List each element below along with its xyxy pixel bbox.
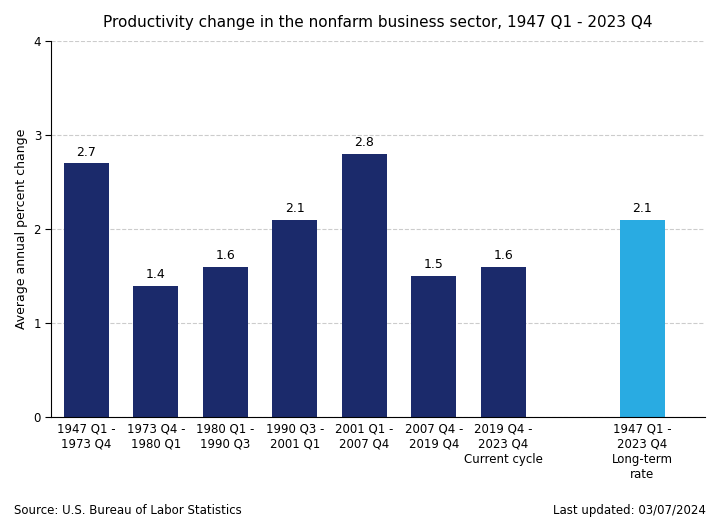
Bar [203, 267, 248, 418]
Text: Last updated: 03/07/2024: Last updated: 03/07/2024 [553, 504, 706, 517]
Text: 2.1: 2.1 [633, 202, 652, 215]
Bar [620, 220, 665, 418]
Text: Source: U.S. Bureau of Labor Statistics: Source: U.S. Bureau of Labor Statistics [14, 504, 242, 517]
Text: 2.8: 2.8 [354, 136, 374, 149]
Text: 1.5: 1.5 [424, 258, 444, 271]
Title: Productivity change in the nonfarm business sector, 1947 Q1 - 2023 Q4: Productivity change in the nonfarm busin… [104, 15, 653, 30]
Text: 2.7: 2.7 [76, 146, 96, 159]
Bar [411, 276, 456, 418]
Bar [272, 220, 318, 418]
Y-axis label: Average annual percent change: Average annual percent change [15, 129, 28, 329]
Text: 1.4: 1.4 [146, 268, 166, 281]
Bar [133, 286, 179, 418]
Text: 1.6: 1.6 [493, 249, 513, 262]
Bar [481, 267, 526, 418]
Bar [63, 163, 109, 418]
Bar [342, 154, 387, 418]
Text: 1.6: 1.6 [215, 249, 235, 262]
Text: 2.1: 2.1 [285, 202, 305, 215]
